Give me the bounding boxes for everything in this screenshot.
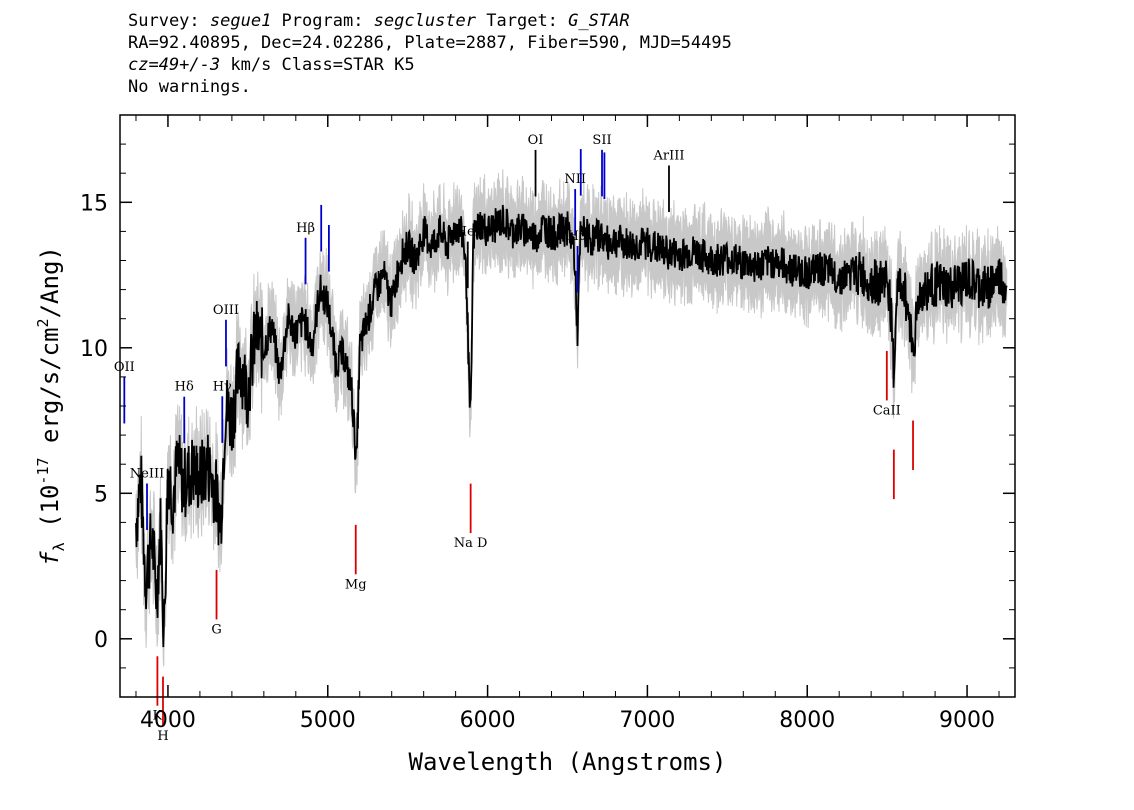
- header-line-1: Survey: segue1 Program: segcluster Targe…: [128, 10, 732, 32]
- x-tick-label-1: 5000: [300, 708, 356, 733]
- marker-label-9: OI: [528, 133, 544, 148]
- marker-label-15: ArIII: [652, 148, 684, 163]
- marker-label-5: Hβ: [296, 221, 315, 236]
- header-line-1-part-2: Program:: [271, 11, 374, 31]
- y-title-end: /Ang): [36, 246, 64, 318]
- x-axis-title: Wavelength (Angstroms): [409, 748, 727, 776]
- marker-label-19: Mg: [345, 577, 367, 592]
- header-line-3-part-0: cz=49+/-3: [128, 55, 221, 75]
- marker-label-17: H: [157, 729, 168, 744]
- error-band-area: [135, 169, 1008, 667]
- y-axis-title: fλ (10-17 erg/s/cm2/Ang): [34, 246, 68, 566]
- y-tick-label-3: 15: [80, 191, 108, 216]
- x-tick-label-2: 6000: [460, 708, 516, 733]
- marker-label-21: CaII: [873, 403, 901, 418]
- line-markers: OII NeIII Hδ Hγ OIII Hβ HeI OI NII Hα SII ArIII KH G M…: [114, 133, 914, 744]
- header-line-2: RA=92.40895, Dec=24.02286, Plate=2887, F…: [128, 33, 732, 53]
- y-tick-label-0: 0: [94, 628, 108, 653]
- marker-label-3: Hγ: [213, 379, 232, 394]
- x-tick-label-0: 4000: [140, 708, 196, 733]
- y-title-post: erg/s/cm: [36, 327, 64, 457]
- y-title-sub: λ: [50, 542, 68, 551]
- error-band: [135, 169, 1008, 667]
- header-line-1-part-0: Survey:: [128, 11, 210, 31]
- y-tick-label-1: 5: [94, 482, 108, 507]
- y-tick-label-2: 10: [80, 337, 108, 362]
- header-line-4: No warnings.: [128, 77, 251, 97]
- y-title-pre: (10: [36, 485, 64, 543]
- flux-line: [135, 204, 1008, 648]
- axis-ticks: 4000 5000 6000 7000 8000 9000 0 5 10 15: [80, 115, 1015, 733]
- header-line-3: cz=49+/-3 km/s Class=STAR K5: [128, 54, 732, 76]
- header-line-1-part-3: segcluster: [373, 11, 477, 31]
- marker-label-20: Na D: [454, 536, 488, 551]
- marker-label-16: K: [153, 709, 163, 724]
- header-line-1-part-1: segue1: [209, 11, 272, 31]
- header-line-1-part-5: G_STAR: [568, 11, 630, 31]
- marker-label-1: NeIII: [130, 466, 164, 481]
- marker-label-18: G: [211, 622, 221, 637]
- marker-label-13: SII: [592, 133, 611, 148]
- spectrum-header: Survey: segue1 Program: segcluster Targe…: [128, 10, 732, 98]
- marker-label-4: OIII: [213, 303, 239, 318]
- x-tick-label-3: 7000: [619, 708, 675, 733]
- y-title-exp2: 2: [34, 318, 52, 327]
- y-title-f: f: [36, 551, 64, 566]
- marker-label-0: OII: [114, 360, 135, 375]
- flux-series: [135, 204, 1008, 648]
- marker-label-11: Hα: [568, 229, 588, 244]
- marker-label-2: Hδ: [175, 380, 194, 395]
- x-tick-label-5: 9000: [939, 708, 995, 733]
- x-tick-label-4: 8000: [779, 708, 835, 733]
- y-title-exp: -17: [34, 457, 52, 484]
- marker-label-8: HeI: [456, 225, 480, 240]
- header-line-3-part-1: km/s Class=STAR K5: [220, 55, 415, 75]
- marker-label-10: NII: [564, 172, 586, 187]
- header-line-1-part-4: Target:: [476, 11, 569, 31]
